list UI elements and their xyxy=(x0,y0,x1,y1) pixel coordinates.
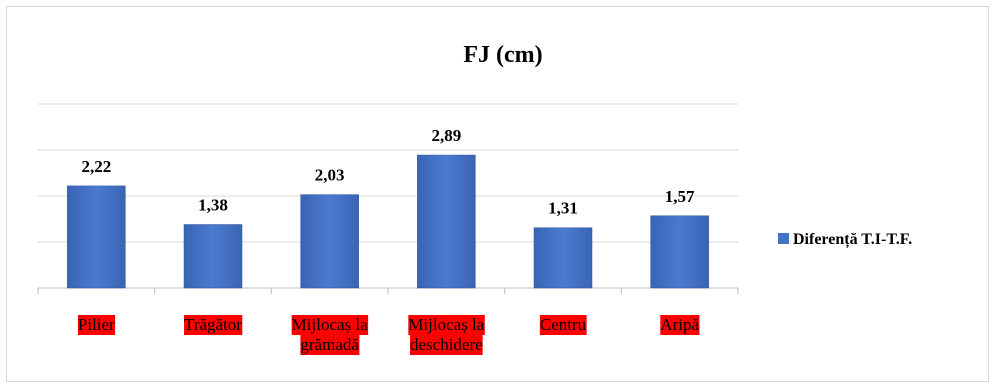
data-label: 1,38 xyxy=(198,196,228,215)
category-label-text: Pilier xyxy=(78,315,115,334)
bar xyxy=(417,154,476,289)
category-highlight xyxy=(77,315,116,335)
chart-frame xyxy=(6,6,989,382)
bar xyxy=(300,194,359,289)
category-label-text: Aripă xyxy=(660,315,699,334)
category-highlight xyxy=(300,335,360,355)
bar xyxy=(533,227,593,289)
bar xyxy=(650,215,709,289)
legend: Diferență T.I-T.F. xyxy=(778,231,912,249)
gridlines xyxy=(37,103,739,294)
data-label: 1,57 xyxy=(665,187,695,206)
legend-swatch xyxy=(778,233,789,244)
category-label: Centru xyxy=(539,315,587,335)
legend-label: Diferență T.I-T.F. xyxy=(793,231,912,249)
category-labels: Pilier Trăgător Mijlocaș lagrămadăMijlocaș… xyxy=(77,315,700,355)
category-label: Aripă xyxy=(660,315,700,335)
category-label-text: Mijlocaș la xyxy=(292,315,368,334)
chart-title: FJ (cm) xyxy=(463,42,542,68)
category-label-text: Centru xyxy=(540,315,587,334)
category-label: Trăgător xyxy=(184,315,243,335)
data-label: 2,03 xyxy=(315,166,345,185)
bars xyxy=(67,154,709,289)
bar xyxy=(183,224,243,289)
category-highlight xyxy=(408,315,485,335)
category-highlight xyxy=(184,315,243,335)
category-highlight xyxy=(291,315,369,335)
bar xyxy=(67,185,126,289)
category-highlight xyxy=(409,335,483,355)
category-highlight xyxy=(539,315,587,335)
category-highlight xyxy=(660,315,700,335)
category-label-text: deschidere xyxy=(410,335,483,354)
data-labels: 2,22 1,38 2,03 2,89 1,31 1,57 xyxy=(81,126,695,218)
data-label: 1,31 xyxy=(548,199,578,218)
data-label: 2,22 xyxy=(81,157,111,176)
category-label-text: Mijlocaș la xyxy=(408,315,484,334)
data-label: 2,89 xyxy=(431,126,461,145)
category-label-text: grămadă xyxy=(300,335,359,354)
category-label-text: Trăgător xyxy=(184,315,242,334)
category-label: Pilier xyxy=(77,315,116,335)
